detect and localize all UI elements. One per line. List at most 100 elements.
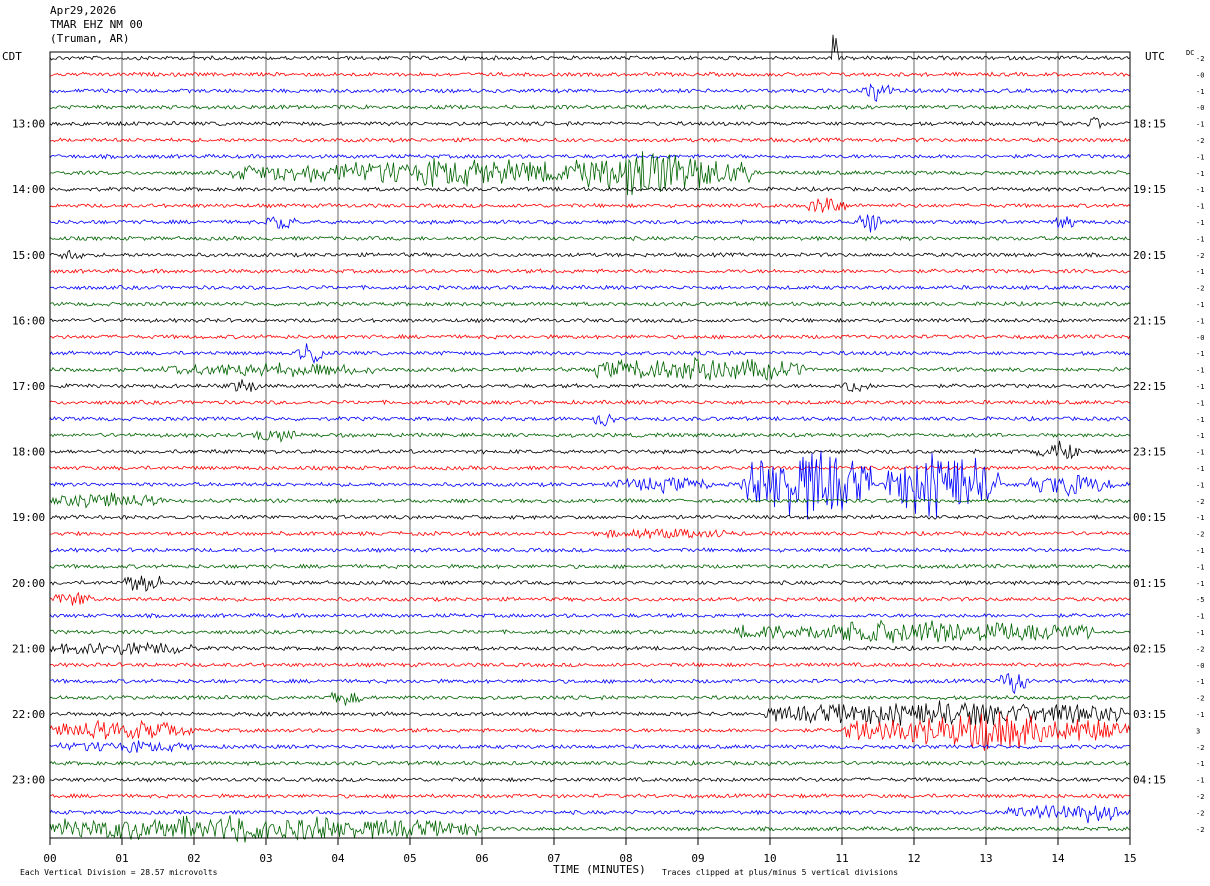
trace-row xyxy=(49,612,1130,619)
trace-row xyxy=(49,547,1131,553)
clip-note: Traces clipped at plus/minus 5 vertical … xyxy=(662,868,899,877)
dc-offset-label: -2 xyxy=(1196,252,1204,260)
left-hour-label: 17:00 xyxy=(12,380,45,393)
trace-row xyxy=(49,429,1131,443)
trace-row xyxy=(49,619,1131,644)
dc-offset-label: -2 xyxy=(1196,695,1204,703)
trace-row xyxy=(49,249,1131,260)
trace-row xyxy=(49,300,1131,307)
x-tick-label: 10 xyxy=(763,852,776,865)
trace-row xyxy=(49,815,1131,843)
dc-offset-label: -2 xyxy=(1196,531,1204,539)
trace-row xyxy=(49,700,1131,727)
trace-row xyxy=(49,563,1131,570)
trace-row xyxy=(49,711,1131,751)
minute-grid xyxy=(49,52,1131,845)
dc-offset-label: -1 xyxy=(1196,465,1204,473)
trace-row xyxy=(49,104,1131,111)
dc-offset-label: -0 xyxy=(1196,104,1204,112)
dc-offset-label: -1 xyxy=(1196,481,1204,489)
trace-row xyxy=(50,792,1131,799)
trace-row xyxy=(49,151,1131,196)
right-hour-label: 00:15 xyxy=(1133,511,1166,524)
trace-row xyxy=(49,662,1131,668)
dc-offset-label: -2 xyxy=(1196,137,1204,145)
dc-offset-label: -1 xyxy=(1196,563,1204,571)
trace-row xyxy=(49,153,1131,160)
trace-row xyxy=(49,137,1131,143)
trace-row xyxy=(49,268,1131,274)
trace-row xyxy=(49,591,1131,606)
dc-offset-label: -1 xyxy=(1196,317,1204,325)
trace-row xyxy=(49,760,1131,767)
left-hour-label: 13:00 xyxy=(12,118,45,131)
dc-offset-label: -1 xyxy=(1196,678,1204,686)
dc-offset-label: -0 xyxy=(1196,662,1204,670)
dc-offset-label: -1 xyxy=(1196,777,1204,785)
trace-row xyxy=(49,399,1131,406)
trace-row xyxy=(49,116,1131,130)
trace-row xyxy=(49,235,1130,242)
dc-offset-label: -1 xyxy=(1196,268,1204,276)
trace-row xyxy=(49,740,1131,753)
dc-offset-label: -2 xyxy=(1196,498,1204,506)
right-hour-label: 03:15 xyxy=(1133,708,1166,721)
station-label: TMAR EHZ NM 00 xyxy=(50,18,143,31)
right-hour-label: 23:15 xyxy=(1133,446,1166,459)
dc-offset-label: -2 xyxy=(1196,809,1204,817)
left-hour-label: 21:00 xyxy=(12,642,45,655)
trace-row xyxy=(49,641,1131,656)
x-tick-label: 13 xyxy=(979,852,992,865)
trace-row xyxy=(49,83,1131,103)
left-hour-label: 19:00 xyxy=(12,511,45,524)
x-tick-label: 14 xyxy=(1051,852,1065,865)
seismic-traces xyxy=(49,34,1131,843)
x-tick-label: 08 xyxy=(619,852,632,865)
dc-offset-label: -1 xyxy=(1196,235,1204,243)
dc-offset-label: -1 xyxy=(1196,629,1204,637)
dc-offset-label: -2 xyxy=(1196,55,1204,63)
trace-row xyxy=(49,514,1131,521)
left-hour-label: 16:00 xyxy=(12,314,45,327)
dc-offset-label: -1 xyxy=(1196,301,1204,309)
x-tick-label: 04 xyxy=(331,852,345,865)
scale-note: Each Vertical Division = 28.57 microvolt… xyxy=(20,868,218,877)
x-axis-title: TIME (MINUTES) xyxy=(553,863,646,876)
dc-offset-label: -1 xyxy=(1196,121,1204,129)
time-labels: 00 01 02 03 04 05 06 07 08 09 10 11 12 13 14 15 -2 -0 -1 -0… xyxy=(12,55,1204,865)
dc-offset-label: 3 xyxy=(1196,727,1200,735)
trace-row xyxy=(49,492,1131,509)
right-hour-label: 19:15 xyxy=(1133,183,1166,196)
right-hour-label: 21:15 xyxy=(1133,314,1166,327)
dc-offset-label: -0 xyxy=(1196,71,1204,79)
x-tick-label: 09 xyxy=(691,852,704,865)
dc-offset-label: -1 xyxy=(1196,153,1204,161)
location-label: (Truman, AR) xyxy=(50,32,130,45)
x-tick-label: 06 xyxy=(475,852,488,865)
dc-offset-label: -1 xyxy=(1196,186,1204,194)
trace-row xyxy=(49,343,1131,364)
left-zone-label: CDT xyxy=(2,50,22,63)
dc-label: DC xyxy=(1186,49,1195,57)
trace-row xyxy=(49,413,1131,427)
left-hour-label: 20:00 xyxy=(12,577,45,590)
dc-offset-label: -1 xyxy=(1196,514,1204,522)
trace-row xyxy=(49,71,1131,78)
x-tick-label: 02 xyxy=(187,852,200,865)
dc-offset-label: -1 xyxy=(1196,711,1204,719)
right-hour-label: 01:15 xyxy=(1133,577,1166,590)
dc-offset-label: -1 xyxy=(1196,203,1204,211)
right-hour-label: 02:15 xyxy=(1133,642,1166,655)
trace-row xyxy=(49,186,1131,193)
trace-row xyxy=(49,440,1131,460)
dc-offset-label: -1 xyxy=(1196,219,1204,227)
dc-offset-label: -1 xyxy=(1196,350,1204,358)
trace-row xyxy=(49,465,1131,472)
dc-offset-label: -1 xyxy=(1196,760,1204,768)
right-hour-label: 18:15 xyxy=(1133,118,1166,131)
trace-row xyxy=(49,379,1131,393)
dc-offset-label: -1 xyxy=(1196,432,1204,440)
left-hour-label: 23:00 xyxy=(12,774,45,787)
dc-offset-label: -1 xyxy=(1196,383,1204,391)
